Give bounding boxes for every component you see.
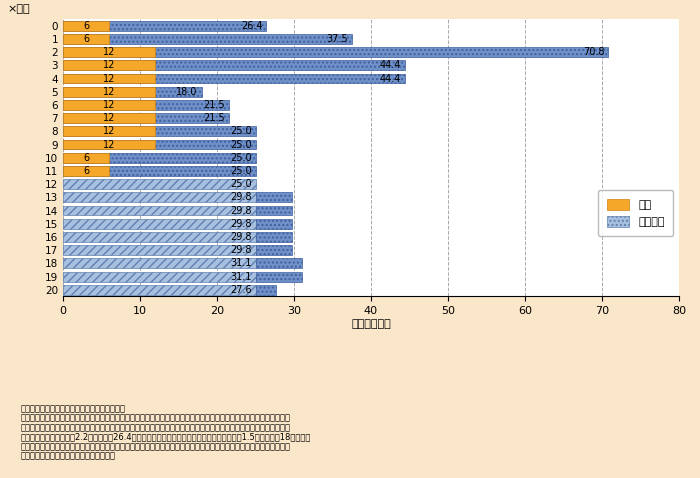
Text: 25.0: 25.0 [230,153,252,163]
Bar [63,34,351,44]
Text: 18.0: 18.0 [176,87,197,97]
Text: 25.0: 25.0 [230,126,252,136]
Text: 21.5: 21.5 [203,100,225,110]
Text: 44.4: 44.4 [379,60,401,70]
Bar [63,47,155,57]
Bar [256,245,293,255]
Text: 6: 6 [83,21,89,31]
Bar [63,87,202,97]
Text: 31.1: 31.1 [230,272,252,282]
Legend: 日本, フランス: 日本, フランス [598,190,673,236]
Bar [63,285,256,295]
Text: 12: 12 [103,126,116,136]
Text: 6: 6 [83,34,89,44]
Text: 資料：内閣府少子化対策推進室において作成。: 資料：内閣府少子化対策推進室において作成。 [21,404,126,413]
Bar [63,166,256,176]
Bar [63,74,155,84]
Text: 注：日本の場合は、児童手当が第１子、第２子とも月５千円なので、児童１人あたり年額６万円。フランスの場合には、: 注：日本の場合は、児童手当が第１子、第２子とも月５千円なので、児童１人あたり年額… [21,413,291,423]
Bar [63,153,109,163]
Bar [256,272,302,282]
Bar [63,60,155,70]
Bar [63,245,256,255]
Text: 12: 12 [103,74,116,84]
Bar [63,113,228,123]
Text: 27.6: 27.6 [230,285,252,295]
Bar [256,219,293,228]
Bar [63,34,109,44]
Text: 25.0: 25.0 [230,140,252,150]
Bar [63,21,109,31]
Bar [63,100,228,110]
Bar [63,166,109,176]
Text: 26.4: 26.4 [241,21,262,31]
Text: 70.8: 70.8 [583,47,604,57]
Bar [63,179,256,189]
Text: 乳幼児迎入れ手当や家族手当、新学期手当をたしあげた数値。たとえば、フランスにおける２年後の数値は、乳幼児: 乳幼児迎入れ手当や家族手当、新学期手当をたしあげた数値。たとえば、フランスにおけ… [21,423,291,432]
Text: 21.5: 21.5 [203,113,225,123]
Text: 迎入れ手当として月2.2万円（年額26.4万円）で２人分、それに第２子への家族手当の月1.5万円（年額18万円）を: 迎入れ手当として月2.2万円（年額26.4万円）で２人分、それに第２子への家族手… [21,433,312,442]
Text: 25.0: 25.0 [230,179,252,189]
Bar [63,74,405,84]
Text: 29.8: 29.8 [230,206,252,216]
Bar [256,259,302,268]
Bar [63,87,155,97]
Bar [63,259,256,268]
Bar [63,100,155,110]
Bar [63,153,256,163]
Bar [256,206,293,216]
Text: 37.5: 37.5 [326,34,348,44]
Text: 29.8: 29.8 [230,219,252,229]
Text: 31.1: 31.1 [230,258,252,268]
Bar [256,232,293,242]
Text: 12: 12 [103,140,116,150]
Text: 加算したもの。フランスの棒グラフのうち、斌線部分が家族手当。なお、日本の児童手当やフランスの乳幼児迎入れ: 加算したもの。フランスの棒グラフのうち、斌線部分が家族手当。なお、日本の児童手当… [21,442,291,451]
Bar [63,21,266,31]
Text: 44.4: 44.4 [379,74,401,84]
Bar [63,140,155,150]
Text: 29.8: 29.8 [230,192,252,202]
Text: 12: 12 [103,60,116,70]
Bar [63,126,155,136]
Text: 12: 12 [103,47,116,57]
Bar [63,272,256,282]
Bar [63,140,256,150]
Text: 12: 12 [103,113,116,123]
Text: 12: 12 [103,100,116,110]
Text: 12: 12 [103,87,116,97]
Text: ×年後: ×年後 [8,3,30,13]
Bar [63,206,256,216]
Bar [63,113,155,123]
Text: 6: 6 [83,166,89,176]
Bar [63,126,256,136]
Bar [256,285,276,295]
Bar [63,192,256,202]
X-axis label: 年額（万円）: 年額（万円） [351,319,391,329]
Text: 29.8: 29.8 [230,245,252,255]
Text: 手当と新学期手当には所得制限あり。: 手当と新学期手当には所得制限あり。 [21,452,116,461]
Text: 29.8: 29.8 [230,232,252,242]
Bar [63,60,405,70]
Bar [63,47,608,57]
Bar [63,232,256,242]
Bar [63,219,256,228]
Text: 6: 6 [83,153,89,163]
Bar [256,192,293,202]
Text: 25.0: 25.0 [230,166,252,176]
